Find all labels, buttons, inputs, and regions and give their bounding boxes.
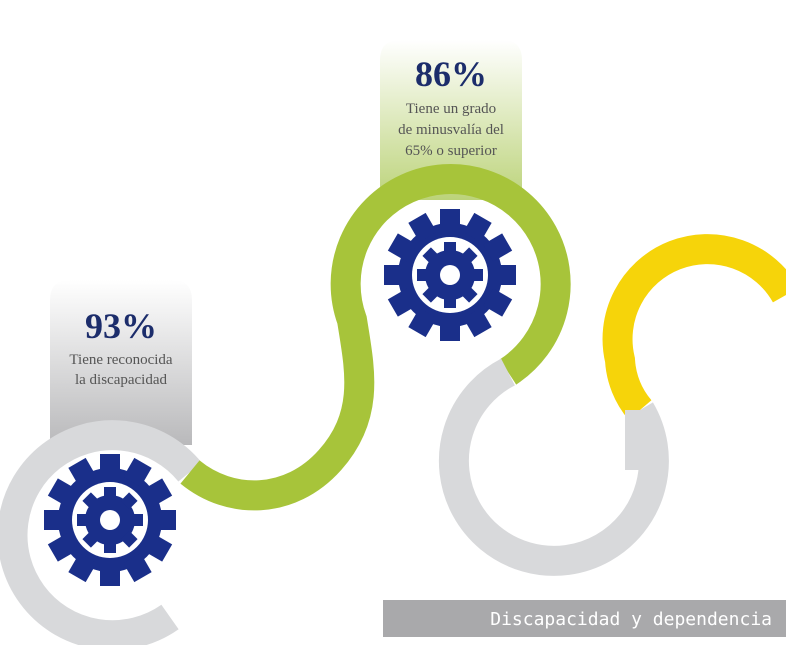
- gear-icon: [384, 209, 516, 341]
- ring-yellow: [618, 249, 786, 410]
- footer-label: Discapacidad y dependencia: [490, 609, 772, 630]
- infographic: 93% Tiene reconocida la discapacidad 86%…: [0, 0, 786, 645]
- stat-description: Tiene reconocida: [69, 352, 173, 368]
- stat-value: 86%: [415, 54, 487, 94]
- ring-green: [190, 179, 556, 495]
- stat-description: 65% o superior: [405, 143, 497, 159]
- stat-description: Tiene un grado: [406, 101, 496, 117]
- gear-icon: [44, 454, 176, 586]
- stat-description: la discapacidad: [75, 372, 168, 388]
- stat-value: 93%: [85, 306, 157, 346]
- stat-description: de minusvalía del: [398, 122, 504, 138]
